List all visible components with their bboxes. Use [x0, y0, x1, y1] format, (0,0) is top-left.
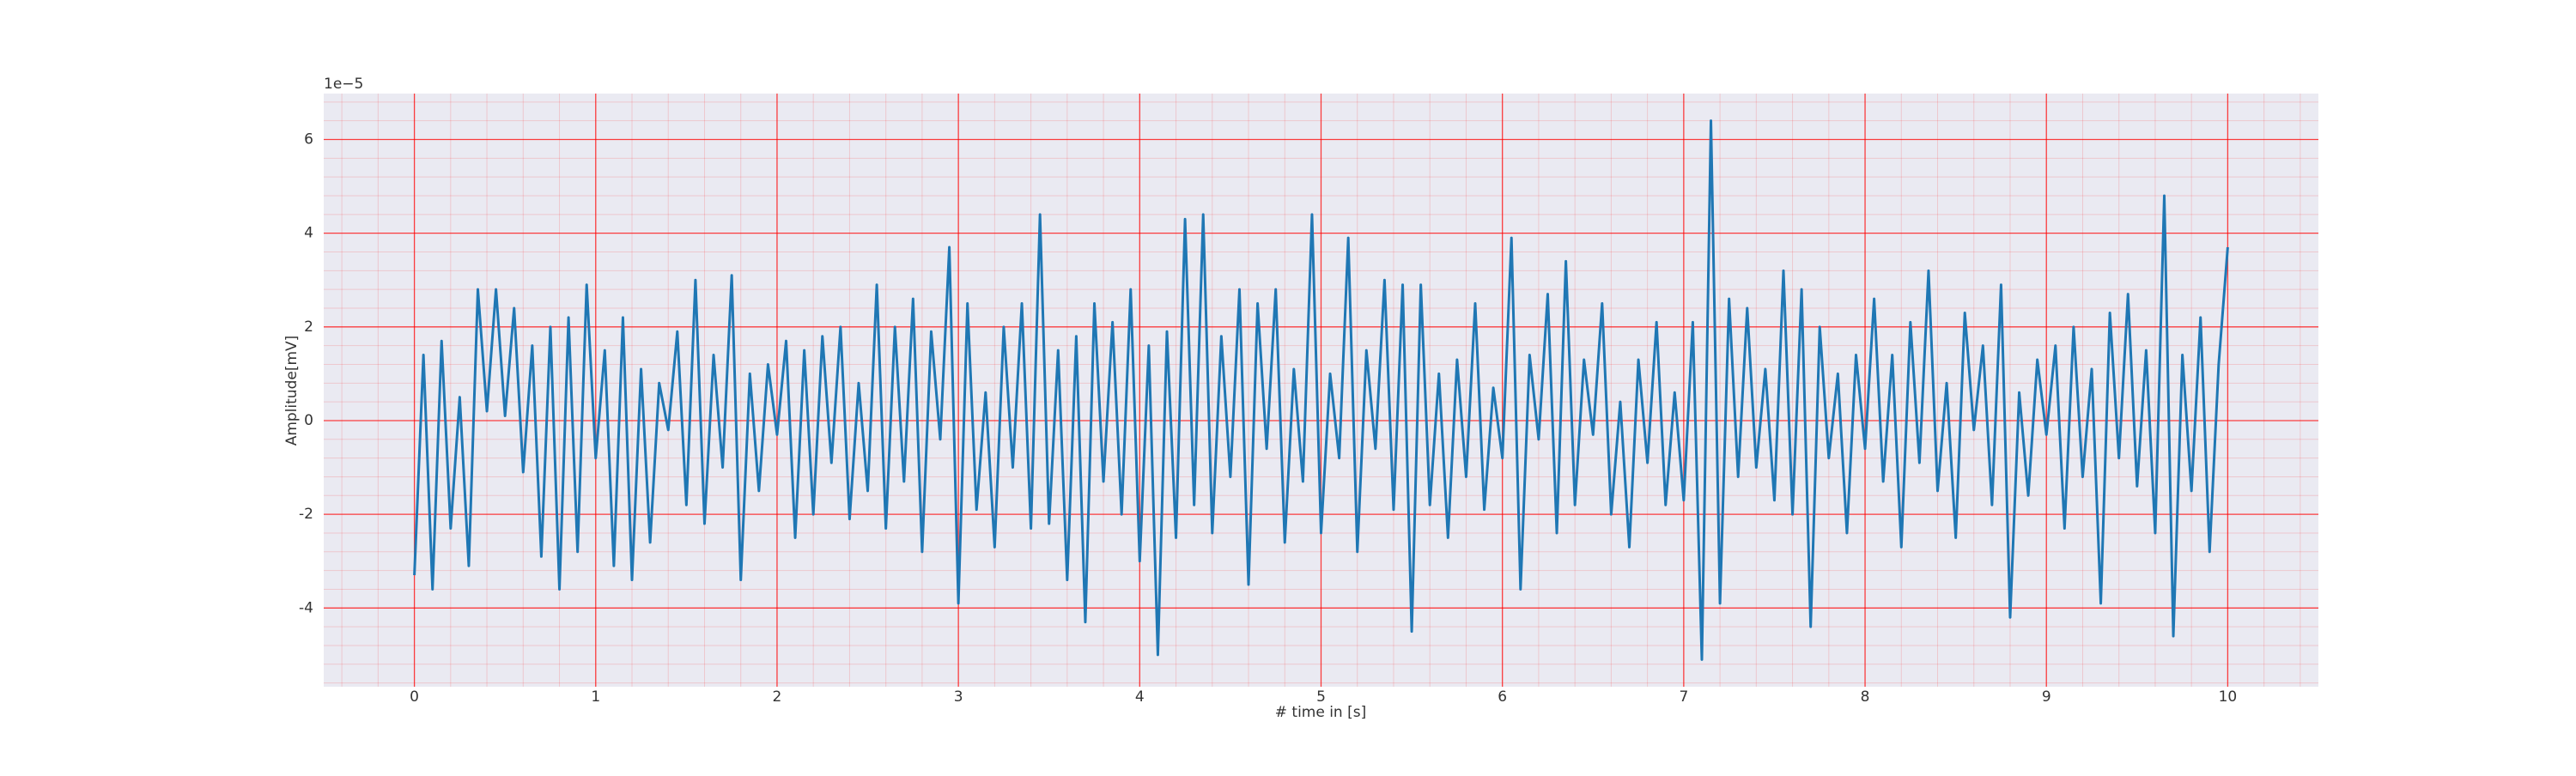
line: [413, 119, 2229, 661]
y-offset-label: 1e−5: [324, 76, 363, 93]
y-tick-label: 4: [304, 225, 313, 242]
x-tick-label: 3: [954, 688, 963, 706]
x-tick-label: 5: [1316, 688, 1326, 706]
x-tick-label: 0: [410, 688, 419, 706]
y-tick-label: -4: [299, 599, 313, 616]
x-tick-label: 4: [1135, 688, 1145, 706]
y-tick-label: -2: [299, 506, 313, 523]
x-tick-label: 6: [1498, 688, 1507, 706]
y-tick-label: 6: [304, 130, 313, 148]
x-tick-label: 8: [1861, 688, 1870, 706]
x-tick-label: 1: [591, 688, 600, 706]
y-tick-label: 2: [304, 318, 313, 336]
y-tick-label: 0: [304, 412, 313, 429]
x-tick-label: 7: [1679, 688, 1688, 706]
x-axis-label: # time in [s]: [1275, 704, 1366, 721]
y-axis-label: Amplitude[mV]: [283, 336, 301, 446]
x-tick-label: 2: [773, 688, 782, 706]
x-tick-label: 9: [2042, 688, 2051, 706]
x-tick-label: 10: [2219, 688, 2238, 706]
